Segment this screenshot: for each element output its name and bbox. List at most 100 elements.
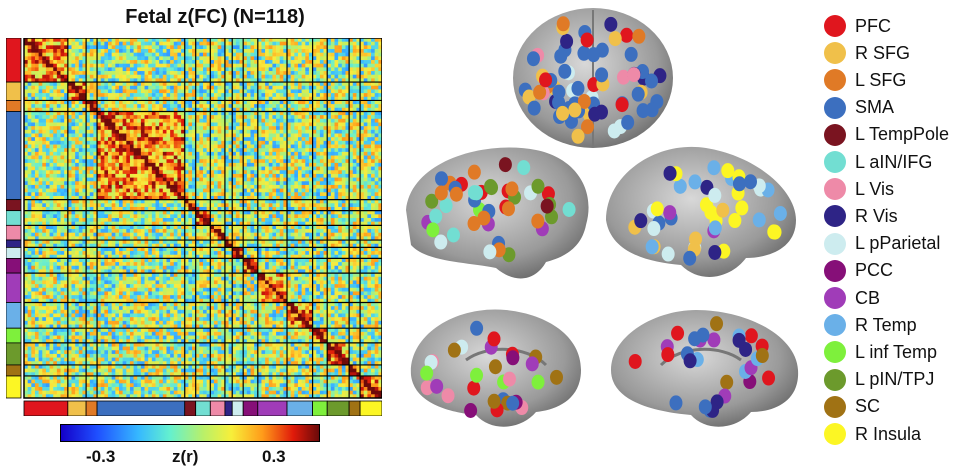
roi-dot bbox=[483, 244, 496, 259]
legend-item: R Vis bbox=[824, 204, 898, 228]
roi-dot bbox=[448, 343, 461, 358]
roi-dot bbox=[429, 209, 442, 224]
roi-dot bbox=[488, 331, 501, 346]
roi-dot bbox=[505, 181, 518, 196]
roi-dot bbox=[470, 321, 483, 336]
roi-dot bbox=[477, 211, 490, 226]
brain-right-lateral-view bbox=[606, 147, 796, 277]
network-strip-row bbox=[6, 225, 21, 240]
roi-dot bbox=[745, 328, 758, 343]
roi-dot bbox=[762, 371, 775, 386]
roi-dot bbox=[558, 64, 571, 79]
roi-dot bbox=[604, 17, 617, 32]
legend-swatch bbox=[824, 423, 846, 445]
roi-dot bbox=[699, 399, 712, 414]
roi-dot bbox=[689, 174, 702, 189]
colorbar-min-label: -0.3 bbox=[86, 447, 115, 467]
roi-dot bbox=[756, 348, 769, 363]
legend-item: L SFG bbox=[824, 68, 906, 92]
legend-item: SC bbox=[824, 395, 880, 419]
network-strip-row bbox=[6, 247, 21, 258]
roi-dot bbox=[753, 212, 766, 227]
legend-item: CB bbox=[824, 286, 880, 310]
roi-dot bbox=[488, 394, 501, 409]
roi-dot bbox=[506, 350, 519, 365]
network-strip-col bbox=[349, 401, 360, 416]
roi-dot bbox=[721, 163, 734, 178]
roi-dot bbox=[710, 316, 723, 331]
legend-item: L Vis bbox=[824, 177, 894, 201]
roi-dot bbox=[539, 72, 552, 87]
roi-dot bbox=[435, 185, 448, 200]
legend-label: L inf Temp bbox=[855, 342, 937, 363]
roi-dot bbox=[632, 87, 645, 102]
legend-label: R SFG bbox=[855, 43, 910, 64]
legend-label: PCC bbox=[855, 260, 893, 281]
roi-dot bbox=[470, 368, 483, 383]
network-strip-row bbox=[6, 211, 21, 226]
network-strip-col bbox=[185, 401, 196, 416]
legend-label: L Vis bbox=[855, 179, 894, 200]
legend-swatch bbox=[824, 124, 846, 146]
roi-dot bbox=[733, 176, 746, 191]
legend-swatch bbox=[824, 15, 846, 37]
legend-swatch bbox=[824, 341, 846, 363]
roi-dot bbox=[541, 199, 554, 214]
network-strip-col bbox=[24, 401, 68, 416]
legend-swatch bbox=[824, 314, 846, 336]
roi-dot bbox=[609, 31, 622, 46]
network-strip-row bbox=[6, 100, 21, 111]
network-strip-col bbox=[232, 401, 243, 416]
roi-dot bbox=[527, 51, 540, 66]
colorbar-axis-label: z(r) bbox=[172, 447, 198, 467]
roi-dot bbox=[683, 251, 696, 266]
roi-dot bbox=[625, 47, 638, 62]
legend-label: L aIN/IFG bbox=[855, 152, 932, 173]
roi-dot bbox=[557, 16, 570, 31]
roi-dot bbox=[517, 160, 530, 175]
roi-dot bbox=[620, 28, 633, 43]
roi-dot bbox=[595, 67, 608, 82]
roi-dot bbox=[632, 29, 645, 44]
legend-swatch bbox=[824, 97, 846, 119]
roi-dot bbox=[526, 356, 539, 371]
legend-swatch bbox=[824, 42, 846, 64]
roi-dot bbox=[554, 49, 567, 64]
legend-swatch bbox=[824, 69, 846, 91]
legend-swatch bbox=[824, 151, 846, 173]
legend-label: SC bbox=[855, 396, 880, 417]
legend-label: PFC bbox=[855, 16, 891, 37]
colorbar bbox=[60, 424, 320, 442]
legend-item: PFC bbox=[824, 14, 891, 38]
roi-dot bbox=[735, 200, 748, 215]
roi-dot bbox=[704, 205, 717, 220]
legend-label: L TempPole bbox=[855, 124, 949, 145]
roi-dot bbox=[447, 227, 460, 242]
roi-dot bbox=[728, 213, 741, 228]
network-strip-row bbox=[6, 258, 21, 273]
roi-dot bbox=[744, 174, 757, 189]
figure-title: Fetal z(FC) (N=118) bbox=[50, 6, 380, 29]
network-strip-row bbox=[6, 376, 21, 398]
legend-swatch bbox=[824, 369, 846, 391]
legend-item: L aIN/IFG bbox=[824, 150, 932, 174]
roi-dot bbox=[531, 179, 544, 194]
roi-dot bbox=[716, 203, 729, 218]
legend-item: L pIN/TPJ bbox=[824, 368, 934, 392]
roi-dot bbox=[627, 67, 640, 82]
legend-label: R Insula bbox=[855, 424, 921, 445]
legend-label: L pIN/TPJ bbox=[855, 369, 934, 390]
network-strip-col bbox=[196, 401, 211, 416]
legend-swatch bbox=[824, 205, 846, 227]
network-strip-col bbox=[225, 401, 232, 416]
roi-dot bbox=[646, 102, 659, 117]
network-strip-row bbox=[6, 328, 21, 343]
roi-dot bbox=[450, 187, 463, 202]
roi-dot bbox=[499, 157, 512, 172]
roi-dot bbox=[651, 201, 664, 216]
network-strip-row bbox=[6, 82, 21, 100]
roi-dot bbox=[467, 381, 480, 396]
roi-dot bbox=[426, 222, 439, 237]
roi-dot bbox=[629, 354, 642, 369]
roi-dot bbox=[532, 375, 545, 390]
